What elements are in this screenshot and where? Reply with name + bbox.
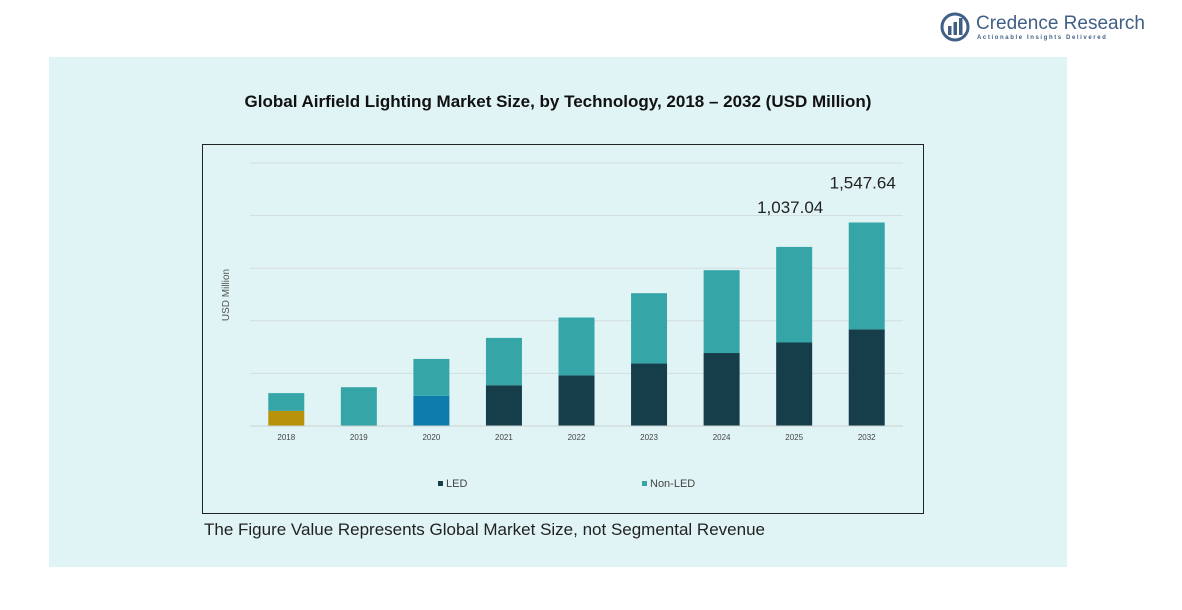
x-tick-label: 2032 (858, 433, 876, 442)
bar-non-led (848, 222, 885, 330)
x-tick-label: 2025 (785, 433, 803, 442)
bar-non-led (340, 387, 377, 426)
bar-non-led (631, 293, 668, 364)
bar-led (848, 329, 885, 426)
data-label: 1,037.04 (757, 198, 823, 217)
legend-swatch (642, 481, 647, 486)
bar-non-led (558, 317, 595, 376)
bar-led (268, 410, 305, 426)
bar-non-led (776, 246, 813, 343)
data-label: 1,547.64 (830, 173, 896, 192)
brand-logo: Credence Research Actionable Insights De… (940, 12, 1145, 46)
brand-tagline: Actionable Insights Delivered (977, 35, 1108, 41)
bar-non-led (413, 358, 450, 396)
chart-svg: USD Million 2018 2019 2020 2021 2022 2023 2024 2… (221, 162, 903, 490)
x-tick-label: 2023 (640, 433, 658, 442)
y-axis-label: USD Million (221, 269, 232, 321)
bar-led (776, 342, 813, 426)
legend-swatch (438, 481, 443, 486)
bar-non-led (485, 337, 522, 386)
x-tick-label: 2019 (350, 433, 368, 442)
bar-non-led (703, 270, 740, 354)
bar-led (413, 395, 450, 426)
bar-non-led (268, 393, 305, 411)
legend-label: LED (446, 478, 467, 490)
x-tick-label: 2021 (495, 433, 513, 442)
bar-led (485, 385, 522, 426)
x-tick-label: 2018 (277, 433, 295, 442)
legend-label: Non-LED (650, 478, 695, 490)
bar-led (558, 375, 595, 426)
chart-title: Global Airfield Lighting Market Size, by… (244, 92, 872, 111)
chart-caption: The Figure Value Represents Global Marke… (204, 520, 765, 539)
x-tick-label: 2022 (568, 433, 586, 442)
bar-led (703, 353, 740, 426)
brand-name: Credence Research (976, 13, 1145, 34)
bar-led (631, 363, 668, 426)
x-tick-label: 2024 (713, 433, 731, 442)
bar-chart-logo-icon (940, 12, 970, 42)
chart-frame: USD Million 2018 2019 2020 2021 2022 2023 2024 2… (202, 144, 924, 514)
x-tick-label: 2020 (422, 433, 440, 442)
chart-panel: Global Airfield Lighting Market Size, by… (49, 57, 1067, 567)
